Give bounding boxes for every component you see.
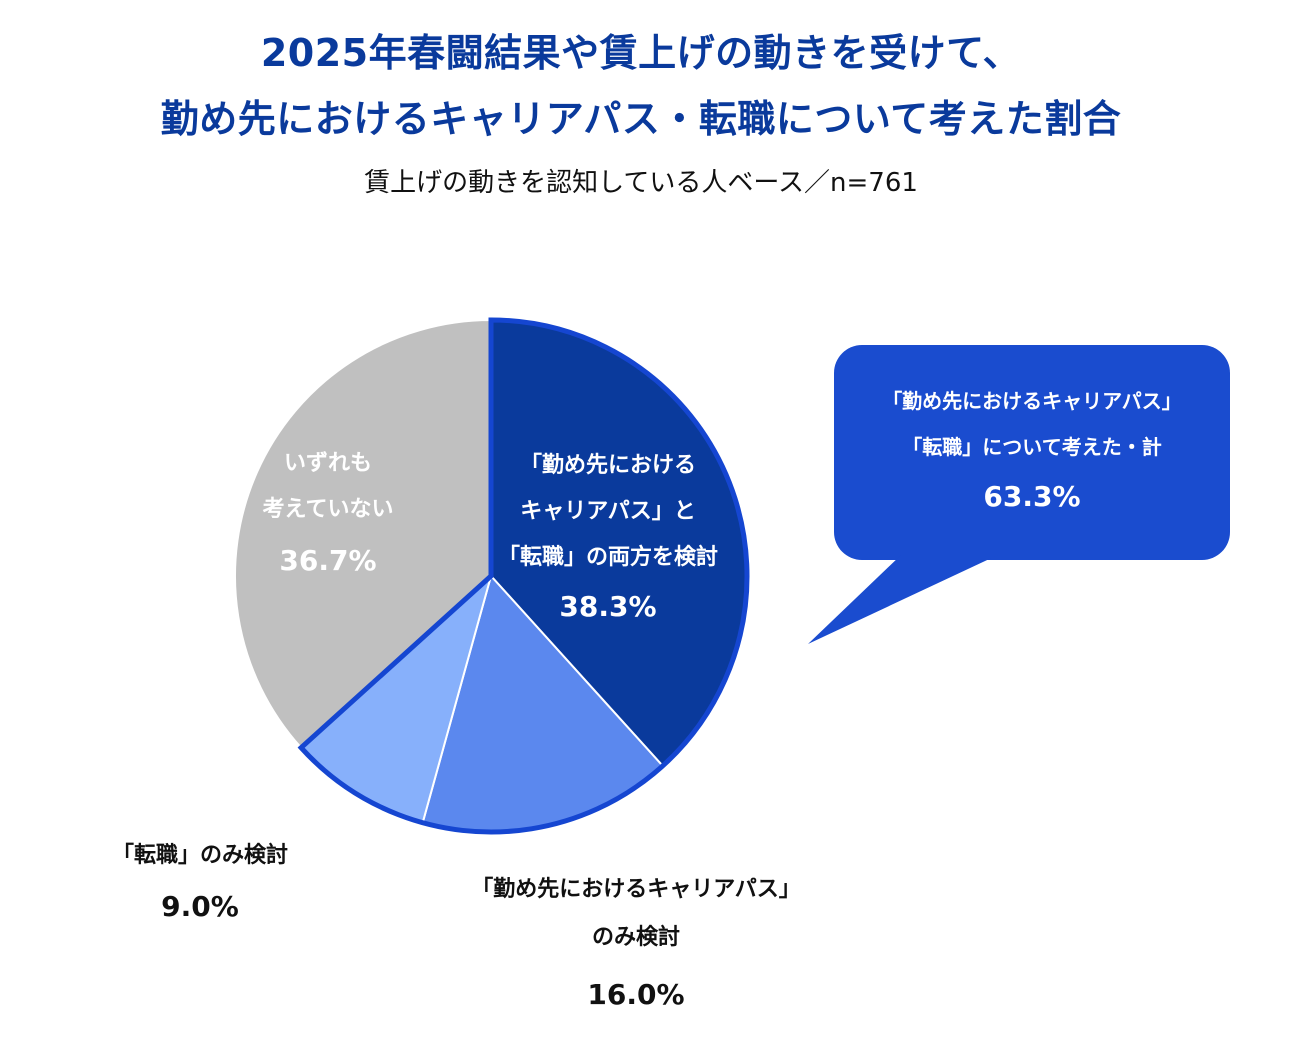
slice-value-label: 16.0% [587,978,684,1011]
combined-highlight-outline [297,317,750,835]
pie-slice-3 [234,318,492,750]
callout-box [834,345,1230,560]
slice-value-label: 9.0% [161,890,239,923]
callout-text: 「転職」について考えた・計 [902,435,1161,459]
slice-label-2: 「転職」のみ検討 9.0% [112,842,288,923]
slice-label-text: 「勤め先におけるキャリアパス」 [471,876,801,902]
slice-label-text: 考えていない [263,497,394,522]
slice-label-text: 「転職」のみ検討 [112,842,288,868]
slice-label-text: 「転職」の両方を検討 [498,544,718,570]
callout-value: 63.3% [983,480,1080,513]
callout-text: 「勤め先におけるキャリアパス」 [882,389,1182,413]
slice-value-label: 36.7% [279,544,376,577]
slice-label-text: 「勤め先における [520,452,696,478]
slice-label-text: キャリアパス」と [520,499,696,524]
slice-label-1: 「勤め先におけるキャリアパス」のみ検討 16.0% [471,876,801,1011]
slice-value-label: 38.3% [559,590,656,623]
slice-label-0: 「勤め先におけるキャリアパス」と「転職」の両方を検討 38.3% [498,452,718,623]
chart-title-line-2: 勤め先におけるキャリアパス・転職について考えた割合 [160,97,1122,141]
highlight-outline [297,317,750,835]
chart-title-line-1: 2025年春闘結果や賃上げの動きを受けて、 [260,31,1022,75]
slice-label-text: いずれも [284,451,372,476]
callout-tail [808,554,1000,644]
chart-subtitle: 賃上げの動きを認知している人ベース／n=761 [364,168,918,198]
callout-bubble: 「勤め先におけるキャリアパス」「転職」について考えた・計 63.3% [808,345,1230,644]
slice-labels: 「勤め先におけるキャリアパス」と「転職」の両方を検討38.3%「勤め先におけるキ… [112,451,801,1011]
slice-label-text: のみ検討 [592,924,680,950]
